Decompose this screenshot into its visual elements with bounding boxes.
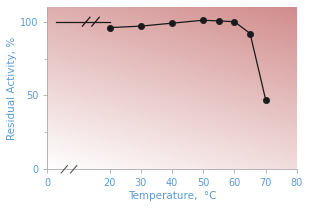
- X-axis label: Temperature,  °C: Temperature, °C: [128, 191, 216, 201]
- Y-axis label: Residual Activity, %: Residual Activity, %: [7, 37, 17, 140]
